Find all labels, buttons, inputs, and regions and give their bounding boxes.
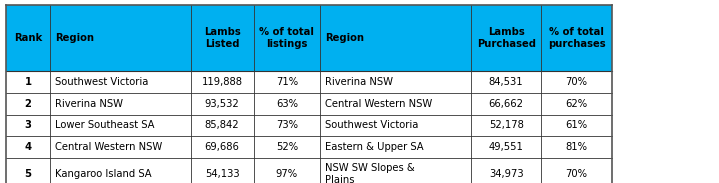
Text: Eastern & Upper SA: Eastern & Upper SA bbox=[325, 142, 423, 152]
Text: Lambs
Purchased: Lambs Purchased bbox=[477, 27, 536, 49]
Text: 34,973: 34,973 bbox=[489, 169, 523, 179]
Text: 71%: 71% bbox=[276, 77, 298, 87]
Bar bbox=[6, 5, 612, 71]
Text: 84,531: 84,531 bbox=[489, 77, 523, 87]
Text: 5: 5 bbox=[24, 169, 32, 179]
Text: 81%: 81% bbox=[566, 142, 587, 152]
Text: 54,133: 54,133 bbox=[205, 169, 239, 179]
Bar bbox=[6, 115, 612, 136]
Text: 119,888: 119,888 bbox=[201, 77, 243, 87]
Text: 69,686: 69,686 bbox=[205, 142, 239, 152]
Text: Region: Region bbox=[325, 33, 364, 43]
Text: Rank: Rank bbox=[14, 33, 42, 43]
Text: 62%: 62% bbox=[566, 99, 587, 109]
Text: Kangaroo Island SA: Kangaroo Island SA bbox=[55, 169, 152, 179]
Bar bbox=[6, 158, 612, 183]
Text: 97%: 97% bbox=[276, 169, 298, 179]
Text: 2: 2 bbox=[24, 99, 32, 109]
Text: 73%: 73% bbox=[276, 120, 298, 130]
Text: 52,178: 52,178 bbox=[489, 120, 523, 130]
Text: % of total
purchases: % of total purchases bbox=[548, 27, 605, 49]
Text: 61%: 61% bbox=[566, 120, 587, 130]
Text: 49,551: 49,551 bbox=[489, 142, 523, 152]
Text: 85,842: 85,842 bbox=[205, 120, 239, 130]
Text: % of total
listings: % of total listings bbox=[260, 27, 314, 49]
Text: Riverina NSW: Riverina NSW bbox=[325, 77, 393, 87]
Text: Central Western NSW: Central Western NSW bbox=[325, 99, 432, 109]
Text: Southwest Victoria: Southwest Victoria bbox=[55, 77, 149, 87]
Text: 66,662: 66,662 bbox=[489, 99, 523, 109]
Bar bbox=[6, 136, 612, 158]
Text: 4: 4 bbox=[24, 142, 32, 152]
Text: Central Western NSW: Central Western NSW bbox=[55, 142, 162, 152]
Text: Region: Region bbox=[55, 33, 94, 43]
Text: Lower Southeast SA: Lower Southeast SA bbox=[55, 120, 155, 130]
Text: 70%: 70% bbox=[566, 77, 587, 87]
Text: NSW SW Slopes &
Plains: NSW SW Slopes & Plains bbox=[325, 163, 415, 183]
Text: Lambs
Listed: Lambs Listed bbox=[203, 27, 241, 49]
Bar bbox=[6, 71, 612, 93]
Text: 63%: 63% bbox=[276, 99, 298, 109]
Text: 3: 3 bbox=[24, 120, 32, 130]
Text: 93,532: 93,532 bbox=[205, 99, 239, 109]
Text: 1: 1 bbox=[24, 77, 32, 87]
Text: 52%: 52% bbox=[276, 142, 298, 152]
Text: Riverina NSW: Riverina NSW bbox=[55, 99, 124, 109]
Text: 70%: 70% bbox=[566, 169, 587, 179]
Text: Southwest Victoria: Southwest Victoria bbox=[325, 120, 418, 130]
Bar bbox=[6, 93, 612, 115]
